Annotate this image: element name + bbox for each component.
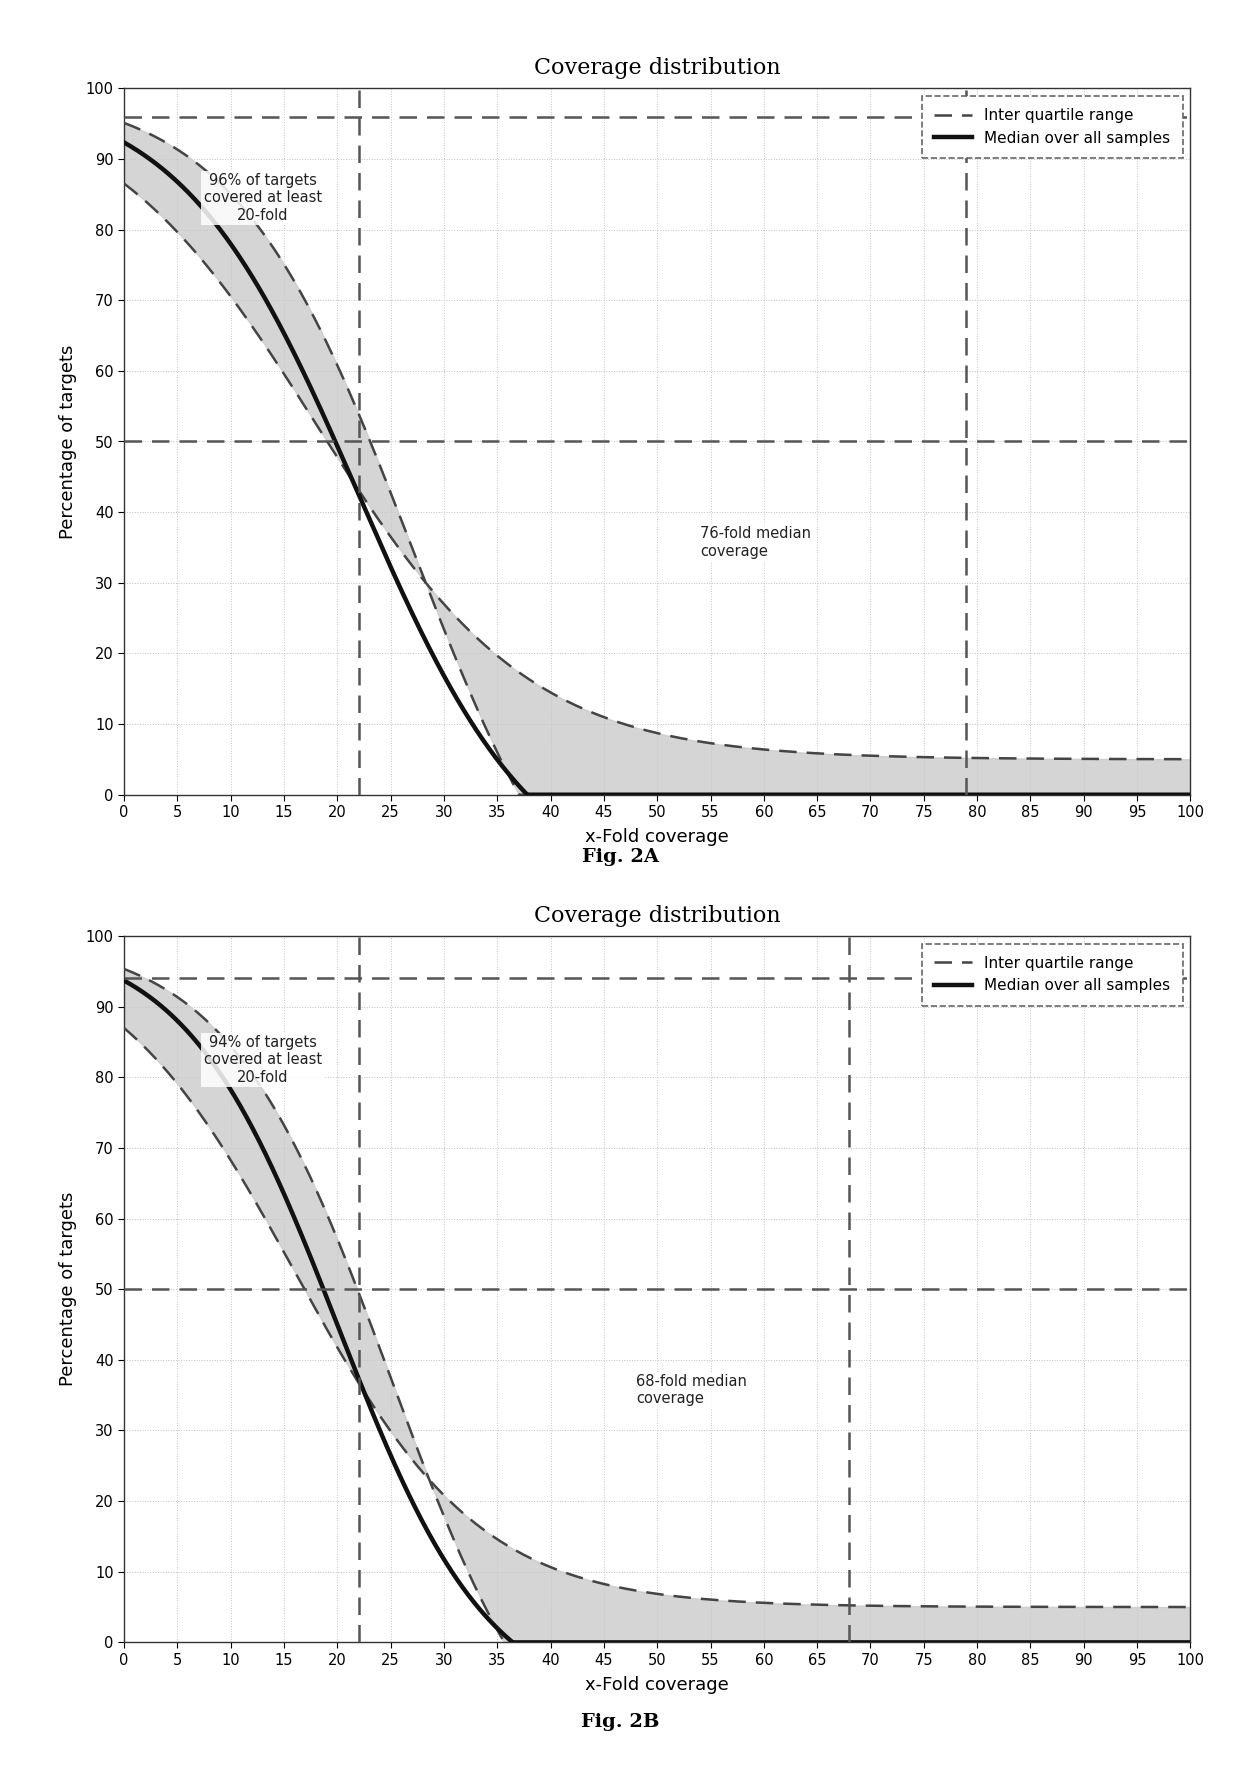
Text: 94% of targets
covered at least
20-fold: 94% of targets covered at least 20-fold: [203, 1035, 321, 1084]
Y-axis label: Percentage of targets: Percentage of targets: [60, 344, 77, 539]
Text: 76-fold median
coverage: 76-fold median coverage: [699, 526, 811, 558]
Legend: Inter quartile range, Median over all samples: Inter quartile range, Median over all sa…: [921, 943, 1183, 1005]
Text: 96% of targets
covered at least
20-fold: 96% of targets covered at least 20-fold: [203, 173, 321, 223]
Text: Fig. 2A: Fig. 2A: [582, 848, 658, 865]
Legend: Inter quartile range, Median over all samples: Inter quartile range, Median over all sa…: [921, 95, 1183, 157]
Title: Coverage distribution: Coverage distribution: [534, 906, 780, 927]
Title: Coverage distribution: Coverage distribution: [534, 58, 780, 79]
X-axis label: x-Fold coverage: x-Fold coverage: [585, 828, 729, 846]
X-axis label: x-Fold coverage: x-Fold coverage: [585, 1676, 729, 1694]
Y-axis label: Percentage of targets: Percentage of targets: [60, 1192, 77, 1386]
Text: Fig. 2B: Fig. 2B: [580, 1713, 660, 1731]
Text: 68-fold median
coverage: 68-fold median coverage: [636, 1374, 746, 1406]
